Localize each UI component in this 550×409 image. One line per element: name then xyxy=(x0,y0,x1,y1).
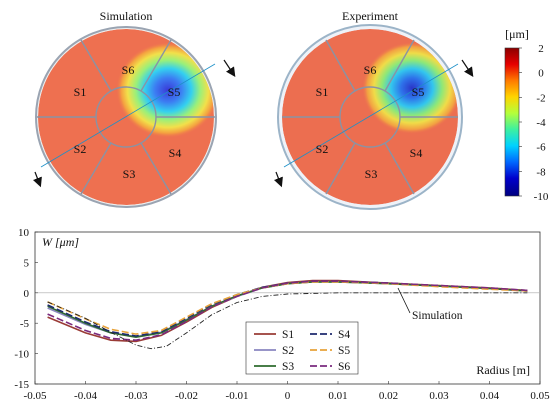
colorbar: [μm] 2 0 -2 -4 -6 -8 -10 xyxy=(504,27,549,203)
annotation-leader-line xyxy=(397,287,411,314)
simulation-title: Simulation xyxy=(100,9,153,23)
series-line-simulation xyxy=(47,292,528,350)
simulation-annotation: Simulation xyxy=(412,310,463,322)
experiment-label-s2: S2 xyxy=(316,142,329,156)
simulation-heatmap: Simulation S1 S2 S3 S4 S5 S6 xyxy=(32,9,236,208)
x-tick-label: -0.04 xyxy=(74,390,97,402)
x-tick-label: 0.04 xyxy=(480,390,500,402)
x-tick-label: -0.03 xyxy=(125,390,148,402)
experiment-segment-lines xyxy=(282,39,458,195)
simulation-label-s2: S2 xyxy=(74,142,87,156)
y-tick-label: -5 xyxy=(20,318,30,330)
x-tick-label: -0.01 xyxy=(226,390,249,402)
series-line-s6 xyxy=(47,280,528,342)
experiment-label-s6: S6 xyxy=(364,63,377,77)
experiment-label-s5: S5 xyxy=(412,85,425,99)
simulation-label-s3: S3 xyxy=(123,167,136,181)
y-tick-label: -15 xyxy=(14,379,29,391)
x-axis-label: Radius [m] xyxy=(476,363,530,377)
colorbar-tick-label: -6 xyxy=(536,142,546,154)
colorbar-unit: [μm] xyxy=(505,27,529,41)
x-tick-label: 0.02 xyxy=(379,390,398,402)
line-chart: W [μm] Radius [m] -0.05 -0.04 -0.03 -0.02 -0… xyxy=(14,227,550,402)
y-axis-label: W [μm] xyxy=(42,235,79,249)
simulation-low-region xyxy=(116,42,214,138)
experiment-low-region xyxy=(362,42,458,134)
simulation-measurement-line xyxy=(40,63,216,168)
experiment-arrow-right-icon xyxy=(461,59,474,77)
legend-label-s5: S5 xyxy=(338,345,350,357)
colorbar-tick-label: -4 xyxy=(536,117,546,129)
colorbar-tick-label: -2 xyxy=(536,92,545,104)
legend-label-s6: S6 xyxy=(338,361,350,373)
x-tick-label: 0.05 xyxy=(530,390,550,402)
simulation-arrow-right-icon xyxy=(223,59,236,77)
y-tick-label: 0 xyxy=(24,288,30,300)
y-tick-label: 5 xyxy=(24,257,30,269)
simulation-label-s6: S6 xyxy=(122,63,135,77)
simulation-arrow-left-icon xyxy=(32,171,42,188)
colorbar-tick-label: 2 xyxy=(538,43,544,55)
x-tick-label: -0.05 xyxy=(24,390,47,402)
simulation-label-s5: S5 xyxy=(168,85,181,99)
legend-label-s4: S4 xyxy=(338,329,350,341)
experiment-label-s3: S3 xyxy=(365,167,378,181)
simulation-label-s4: S4 xyxy=(169,146,182,160)
experiment-label-s1: S1 xyxy=(316,85,329,99)
x-tick-label: 0.01 xyxy=(328,390,347,402)
colorbar-tick-label: 0 xyxy=(538,68,544,80)
colorbar-tick-label: -8 xyxy=(536,166,546,178)
colorbar-gradient xyxy=(504,47,520,197)
experiment-measurement-line xyxy=(283,63,459,168)
x-tick-label: 0.03 xyxy=(429,390,449,402)
x-tick-label: -0.02 xyxy=(175,390,198,402)
y-tick-label: -10 xyxy=(14,349,29,361)
experiment-title: Experiment xyxy=(342,9,399,23)
series-line-s5 xyxy=(47,281,528,335)
simulation-segment-lines xyxy=(37,39,215,195)
experiment-arrow-left-icon xyxy=(273,171,283,188)
legend-label-s3: S3 xyxy=(282,361,294,373)
simulation-label-s1: S1 xyxy=(74,85,87,99)
y-tick-label: 10 xyxy=(18,227,30,239)
legend-label-s1: S1 xyxy=(282,329,294,341)
x-tick-label: 0 xyxy=(285,390,291,402)
legend-label-s2: S2 xyxy=(282,345,294,357)
experiment-heatmap: Experiment S1 S2 S3 S4 S5 S6 xyxy=(273,9,474,210)
colorbar-tick-label: -10 xyxy=(534,191,549,203)
experiment-label-s4: S4 xyxy=(410,146,423,160)
